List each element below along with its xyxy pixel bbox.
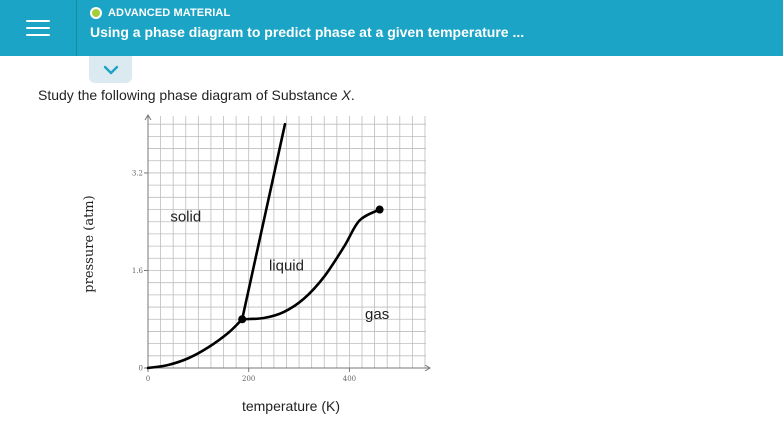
region-label-solid: solid (170, 209, 201, 226)
phase-curves (146, 122, 381, 370)
x-axis-arrow-icon (424, 364, 431, 372)
vaporization-curve (240, 208, 381, 321)
question-prefix: Study the following phase diagram of Sub… (38, 87, 342, 103)
menu-button[interactable] (0, 0, 76, 56)
hamburger-icon (26, 20, 50, 36)
y-tick-label: 0 (139, 365, 143, 373)
substance-name: X (341, 87, 351, 103)
y-axis-arrow-icon (144, 114, 152, 121)
y-tick-label: 1.6 (132, 267, 144, 275)
header-divider (76, 0, 77, 56)
status-dot-icon (90, 7, 102, 19)
x-tick-label: 0 (146, 375, 150, 383)
region-label-liquid: liquid (269, 257, 304, 274)
question-text: Study the following phase diagram of Sub… (38, 87, 355, 103)
question-suffix: . (350, 87, 355, 103)
phase-points (238, 205, 384, 324)
topic-label: ADVANCED MATERIAL (108, 7, 231, 19)
page-title: Using a phase diagram to predict phase a… (90, 24, 525, 40)
region-labels: solid liquid gas (170, 209, 389, 324)
region-label-gas: gas (365, 306, 389, 323)
topic-row: ADVANCED MATERIAL (90, 7, 230, 19)
x-axis-label: temperature (K) (242, 398, 340, 414)
x-tick-label: 400 (343, 375, 356, 383)
chevron-down-icon (103, 65, 118, 74)
y-tick-label: 3.2 (132, 169, 143, 177)
x-tick-label: 200 (242, 375, 255, 383)
top-header: ADVANCED MATERIAL Using a phase diagram … (0, 0, 783, 56)
expand-button[interactable] (89, 56, 132, 83)
grid-lines (147, 116, 426, 369)
sublimation-curve (146, 317, 244, 370)
tick-labels: 0 200 400 0 1.6 3.2 (132, 169, 356, 383)
y-axis-label: pressure (atm) (82, 195, 97, 292)
critical-point-marker (375, 205, 384, 214)
melting-curve (240, 122, 287, 321)
triple-point-marker (238, 315, 247, 324)
phase-diagram: 0 200 400 0 1.6 3.2 solid liquid gas temperatur… (82, 114, 431, 414)
